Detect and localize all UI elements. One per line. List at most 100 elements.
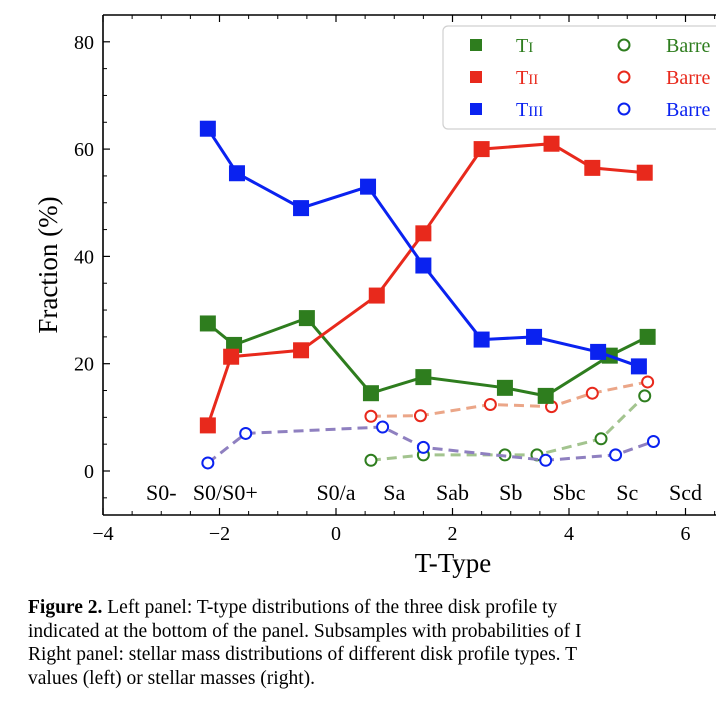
data-point — [364, 453, 378, 467]
data-point — [641, 375, 655, 389]
data-point — [199, 417, 216, 434]
x-tick-label: −4 — [92, 523, 113, 545]
data-point — [415, 225, 432, 242]
morph-label: Scd — [669, 480, 702, 505]
x-tick-label: −2 — [209, 523, 230, 545]
data-point — [594, 432, 608, 446]
legend-entry-0: TI — [470, 35, 533, 57]
data-point — [537, 387, 554, 404]
x-tick-label: 2 — [448, 523, 458, 545]
legend: TI TII TIII Barre Barre Barre — [442, 25, 716, 130]
legend-marker — [617, 38, 631, 52]
legend-entry-2: TIII — [470, 99, 543, 121]
series-line — [206, 425, 655, 465]
series-0 — [199, 310, 656, 404]
series-line — [370, 380, 648, 418]
caption-line-3: Right panel: stellar mass distributions … — [28, 644, 577, 665]
legend-label: TII — [516, 67, 538, 89]
legend-box — [442, 25, 716, 130]
data-point — [199, 315, 216, 332]
legend-label-smallcaps: I — [528, 40, 533, 56]
data-point — [496, 379, 513, 396]
data-point — [368, 287, 385, 304]
legend-entry-4: Barre — [617, 67, 711, 89]
data-point — [483, 397, 497, 411]
data-point — [526, 328, 543, 345]
legend-label: TIII — [516, 99, 543, 121]
morph-label: Sbc — [553, 480, 586, 505]
data-point — [228, 165, 245, 182]
morph-label: S0- — [146, 480, 177, 505]
data-point — [609, 448, 623, 462]
data-point — [636, 164, 653, 181]
legend-entry-5: Barre — [617, 99, 711, 121]
series-5 — [201, 420, 660, 470]
series-4 — [364, 375, 655, 423]
data-point — [539, 453, 553, 467]
x-axis-label: T-Type — [415, 548, 492, 578]
caption-line-4: values (left) or stellar masses (right). — [28, 667, 315, 689]
morph-label: S0/a — [316, 480, 355, 505]
y-tick-label: 20 — [74, 354, 94, 376]
legend-label: TI — [516, 35, 533, 57]
data-point — [590, 343, 607, 360]
legend-marker — [470, 71, 482, 83]
data-point — [473, 141, 490, 158]
x-tick-label: 6 — [681, 523, 691, 545]
legend-entry-3: Barre — [617, 35, 711, 57]
y-tick-label: 40 — [74, 246, 94, 268]
data-point — [415, 369, 432, 386]
data-point — [416, 440, 430, 454]
series-layer: S0- S0/S0+ S0/a Sa Sab Sb Sbc Sc Scd — [146, 120, 702, 505]
x-tick-label: 4 — [564, 523, 574, 545]
data-point — [199, 120, 216, 137]
data-point — [298, 310, 315, 327]
data-point — [360, 178, 377, 195]
y-tick-label: 80 — [74, 32, 94, 54]
legend-marker — [617, 70, 631, 84]
x-tick-label: 0 — [331, 523, 341, 545]
data-point — [639, 328, 656, 345]
data-point — [646, 434, 660, 448]
data-point — [638, 389, 652, 403]
series-1 — [199, 135, 653, 434]
morph-label: Sb — [499, 480, 522, 505]
data-point — [473, 331, 490, 348]
data-point — [543, 135, 560, 152]
legend-marker — [617, 102, 631, 116]
data-point — [201, 456, 215, 470]
legend-marker — [470, 39, 482, 51]
data-point — [293, 200, 310, 217]
morph-label: Sc — [616, 480, 638, 505]
data-point — [585, 386, 599, 400]
caption-label: Figure 2. — [28, 597, 103, 618]
data-point — [376, 420, 390, 434]
legend-label: Barre — [666, 99, 711, 121]
legend-label-smallcaps: II — [528, 72, 538, 88]
legend-label-smallcaps: III — [528, 104, 543, 120]
data-point — [630, 358, 647, 375]
figure-caption: Figure 2. Left panel: T-type distributio… — [28, 596, 716, 690]
series-line — [370, 394, 646, 462]
legend-entry-1: TII — [470, 67, 538, 89]
caption-line-2: indicated at the bottom of the panel. Su… — [28, 620, 582, 642]
legend-label: Barre — [666, 35, 711, 57]
series-2 — [199, 120, 647, 375]
series-3 — [364, 389, 652, 467]
y-tick-label: 60 — [74, 139, 94, 161]
data-point — [239, 426, 253, 440]
morph-label: Sab — [436, 480, 469, 505]
y-tick-label: 0 — [84, 461, 94, 483]
data-point — [364, 409, 378, 423]
morph-label: S0/S0+ — [193, 480, 258, 505]
chart-canvas: S0- S0/S0+ S0/a Sa Sab Sb Sbc Sc Scd −4 −2 0 2 4 6020… — [33, 14, 716, 578]
caption-line-1: Figure 2. Left panel: T-type distributio… — [28, 596, 716, 620]
data-point — [293, 342, 310, 359]
data-point — [362, 385, 379, 402]
data-point — [223, 348, 240, 365]
data-point — [415, 257, 432, 274]
y-axis-label: Fraction (%) — [33, 196, 63, 333]
legend-label: Barre — [666, 67, 711, 89]
caption-text-1: Left panel: T-type distributions of the … — [102, 597, 558, 618]
